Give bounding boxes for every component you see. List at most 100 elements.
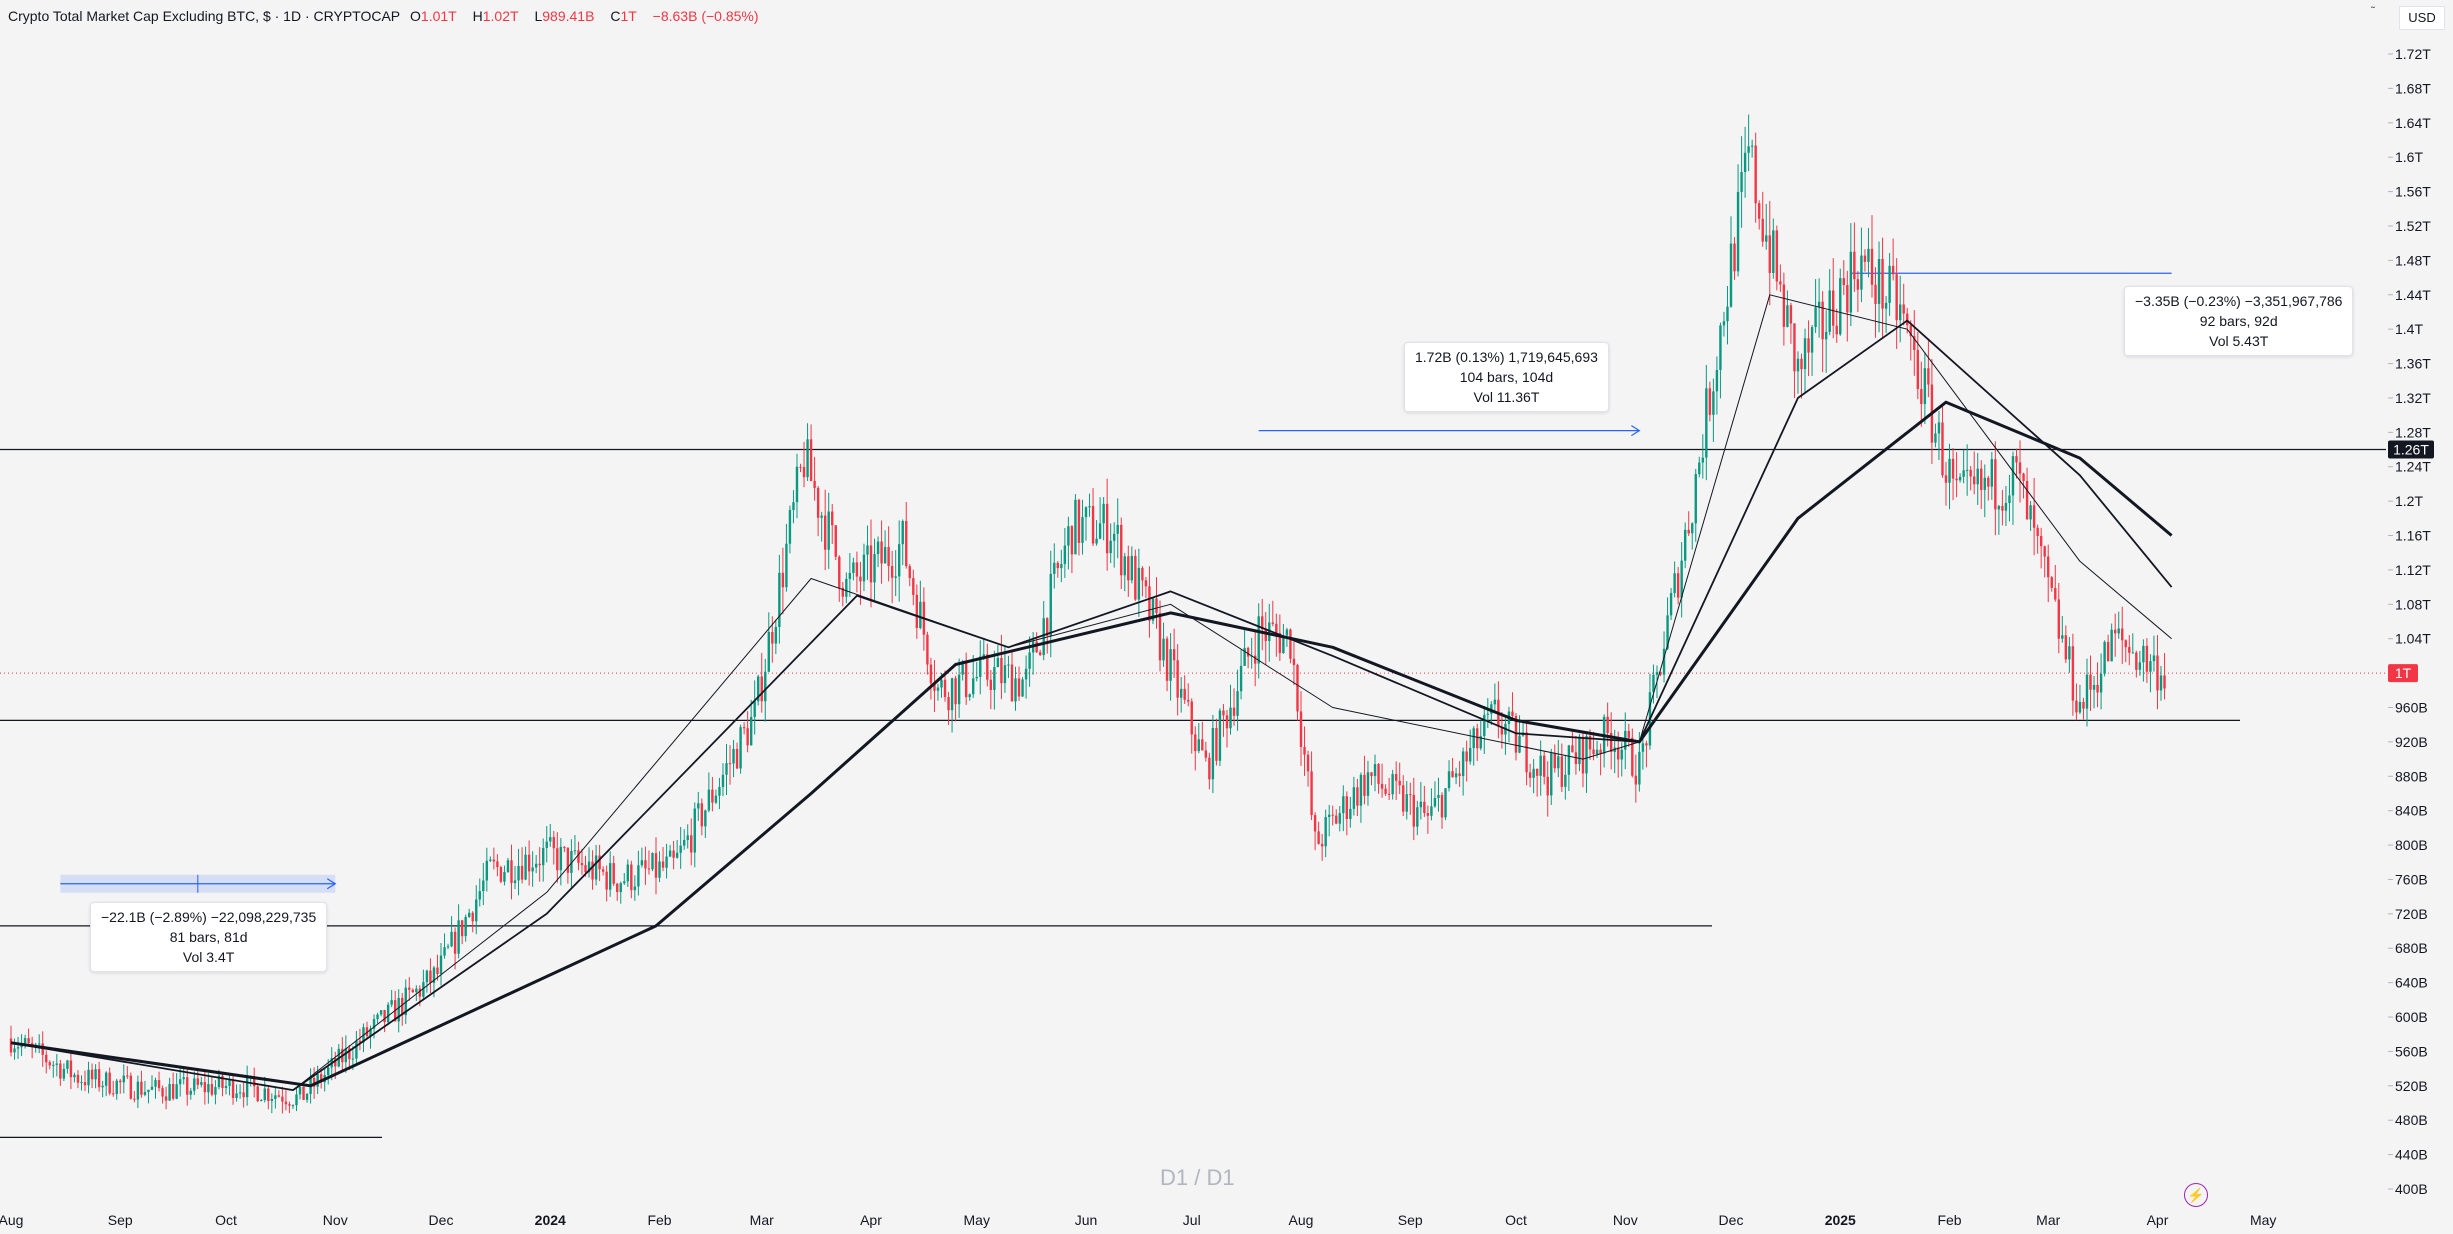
candle-body-128 xyxy=(460,920,464,937)
candle-body-467 xyxy=(1655,671,1659,675)
candle-197 xyxy=(704,809,707,838)
candle-195 xyxy=(697,791,700,821)
candle-body-297 xyxy=(1056,562,1060,569)
candle-303 xyxy=(1077,498,1081,556)
candle-body-61 xyxy=(224,1085,228,1089)
price-axis: 1.72T 1.68T 1.64T 1.6T 1.56T 1.52T 1.48T 1.44T 1… xyxy=(2388,46,2431,1197)
candle-body-443 xyxy=(1571,745,1574,753)
candle-body-336 xyxy=(1194,734,1197,752)
y-tick-label-18: 960B xyxy=(2395,699,2428,715)
ohlc-change: −8.63B (−0.85%) xyxy=(652,8,759,24)
candle-body-47 xyxy=(175,1084,178,1099)
candle-body-200 xyxy=(714,795,718,803)
candle-65 xyxy=(238,1084,242,1099)
y-tick-label-1: 1.68T xyxy=(2395,80,2431,96)
candle-381 xyxy=(1352,776,1356,816)
candle-body-550 xyxy=(1948,458,1951,483)
candle-486 xyxy=(1722,311,1726,337)
candle-body-223 xyxy=(795,466,799,503)
candle-body-339 xyxy=(1204,750,1208,758)
candle-body-180 xyxy=(644,860,647,869)
candle-body-35 xyxy=(133,1098,136,1100)
candle-350 xyxy=(1243,630,1246,666)
candle-143 xyxy=(513,866,517,890)
candle-366 xyxy=(1299,691,1303,766)
candle-body-161 xyxy=(577,850,580,863)
candle-body-500 xyxy=(1772,230,1775,273)
candle-336 xyxy=(1194,726,1197,771)
candle-body-417 xyxy=(1479,736,1482,749)
candle-232 xyxy=(827,492,830,569)
candle-126 xyxy=(453,927,457,970)
candle-539 xyxy=(1909,320,1912,361)
candle-510 xyxy=(1807,320,1810,377)
measure-box-3[interactable]: −3.35B (−0.23%) −3,351,967,786 92 bars, … xyxy=(2124,286,2354,356)
measure-box-1[interactable]: −22.1B (−2.89%) −22,098,229,735 81 bars,… xyxy=(90,902,328,972)
candle-191 xyxy=(682,829,686,850)
moving-average-ma_slow xyxy=(10,400,2173,1088)
candle-530 xyxy=(1877,241,1881,333)
candle-body-138 xyxy=(496,861,499,868)
candle-157 xyxy=(563,846,566,853)
candle-body-586 xyxy=(2075,700,2078,713)
candle-153 xyxy=(549,823,552,847)
candle-430 xyxy=(1525,722,1528,786)
currency-button[interactable]: USD xyxy=(2399,6,2445,30)
candle-body-549 xyxy=(1944,475,1948,483)
candle-body-413 xyxy=(1465,751,1468,762)
candle-body-159 xyxy=(570,850,573,873)
x-tick-label-8: Apr xyxy=(860,1212,882,1228)
candle-337 xyxy=(1197,723,1200,754)
candle-body-153 xyxy=(549,837,552,842)
candle-body-454 xyxy=(1609,733,1613,753)
y-tick-label-25: 680B xyxy=(2395,940,2428,956)
lightning-icon[interactable]: ⚡ xyxy=(2184,1183,2208,1207)
candle-249 xyxy=(887,526,890,582)
candle-375 xyxy=(1331,805,1334,826)
candle-body-563 xyxy=(1994,459,1997,510)
candle-body-544 xyxy=(1927,368,1930,385)
candle-body-481 xyxy=(1705,388,1708,458)
candle-298 xyxy=(1060,549,1063,583)
candle-body-427 xyxy=(1514,715,1518,753)
candle-body-81 xyxy=(295,1094,298,1106)
candle-475 xyxy=(1683,522,1687,569)
candle-387 xyxy=(1373,754,1377,792)
candle-body-101 xyxy=(365,1027,369,1037)
candle-374 xyxy=(1328,804,1331,837)
candle-349 xyxy=(1239,649,1243,700)
candle-body-136 xyxy=(489,859,492,861)
candle-body-230 xyxy=(820,515,823,518)
candle-body-284 xyxy=(1010,664,1014,702)
candle-176 xyxy=(630,860,633,899)
candle-body-313 xyxy=(1112,533,1116,541)
candle-body-205 xyxy=(732,748,735,764)
candle-256 xyxy=(912,569,915,606)
x-tick-label-3: Nov xyxy=(323,1212,348,1228)
candle-body-179 xyxy=(640,860,644,866)
candle-503 xyxy=(1782,272,1786,346)
candle-body-92 xyxy=(334,1058,337,1067)
candle-body-331 xyxy=(1176,660,1179,698)
candle-body-461 xyxy=(1634,775,1638,785)
candle-28 xyxy=(108,1067,111,1096)
x-tick-label-10: Jun xyxy=(1075,1212,1098,1228)
candle-body-210 xyxy=(749,716,753,746)
y-tick-label-19: 920B xyxy=(2395,734,2428,750)
candle-154 xyxy=(552,830,555,865)
candle-378 xyxy=(1342,785,1345,832)
candle-376 xyxy=(1335,809,1338,825)
candle-body-508 xyxy=(1800,358,1803,370)
candle-body-133 xyxy=(478,891,481,900)
y-tick-label-26: 640B xyxy=(2395,975,2428,991)
candle-372 xyxy=(1320,834,1324,861)
candle-304 xyxy=(1081,499,1084,555)
candle-body-202 xyxy=(721,774,725,787)
candle-body-20 xyxy=(80,1082,83,1084)
candle-body-370 xyxy=(1313,815,1317,832)
measure-box-2[interactable]: 1.72B (0.13%) 1,719,645,693 104 bars, 10… xyxy=(1404,342,1609,412)
candle-497 xyxy=(1761,191,1764,247)
candle-body-13 xyxy=(55,1063,59,1065)
candle-body-129 xyxy=(464,916,467,937)
